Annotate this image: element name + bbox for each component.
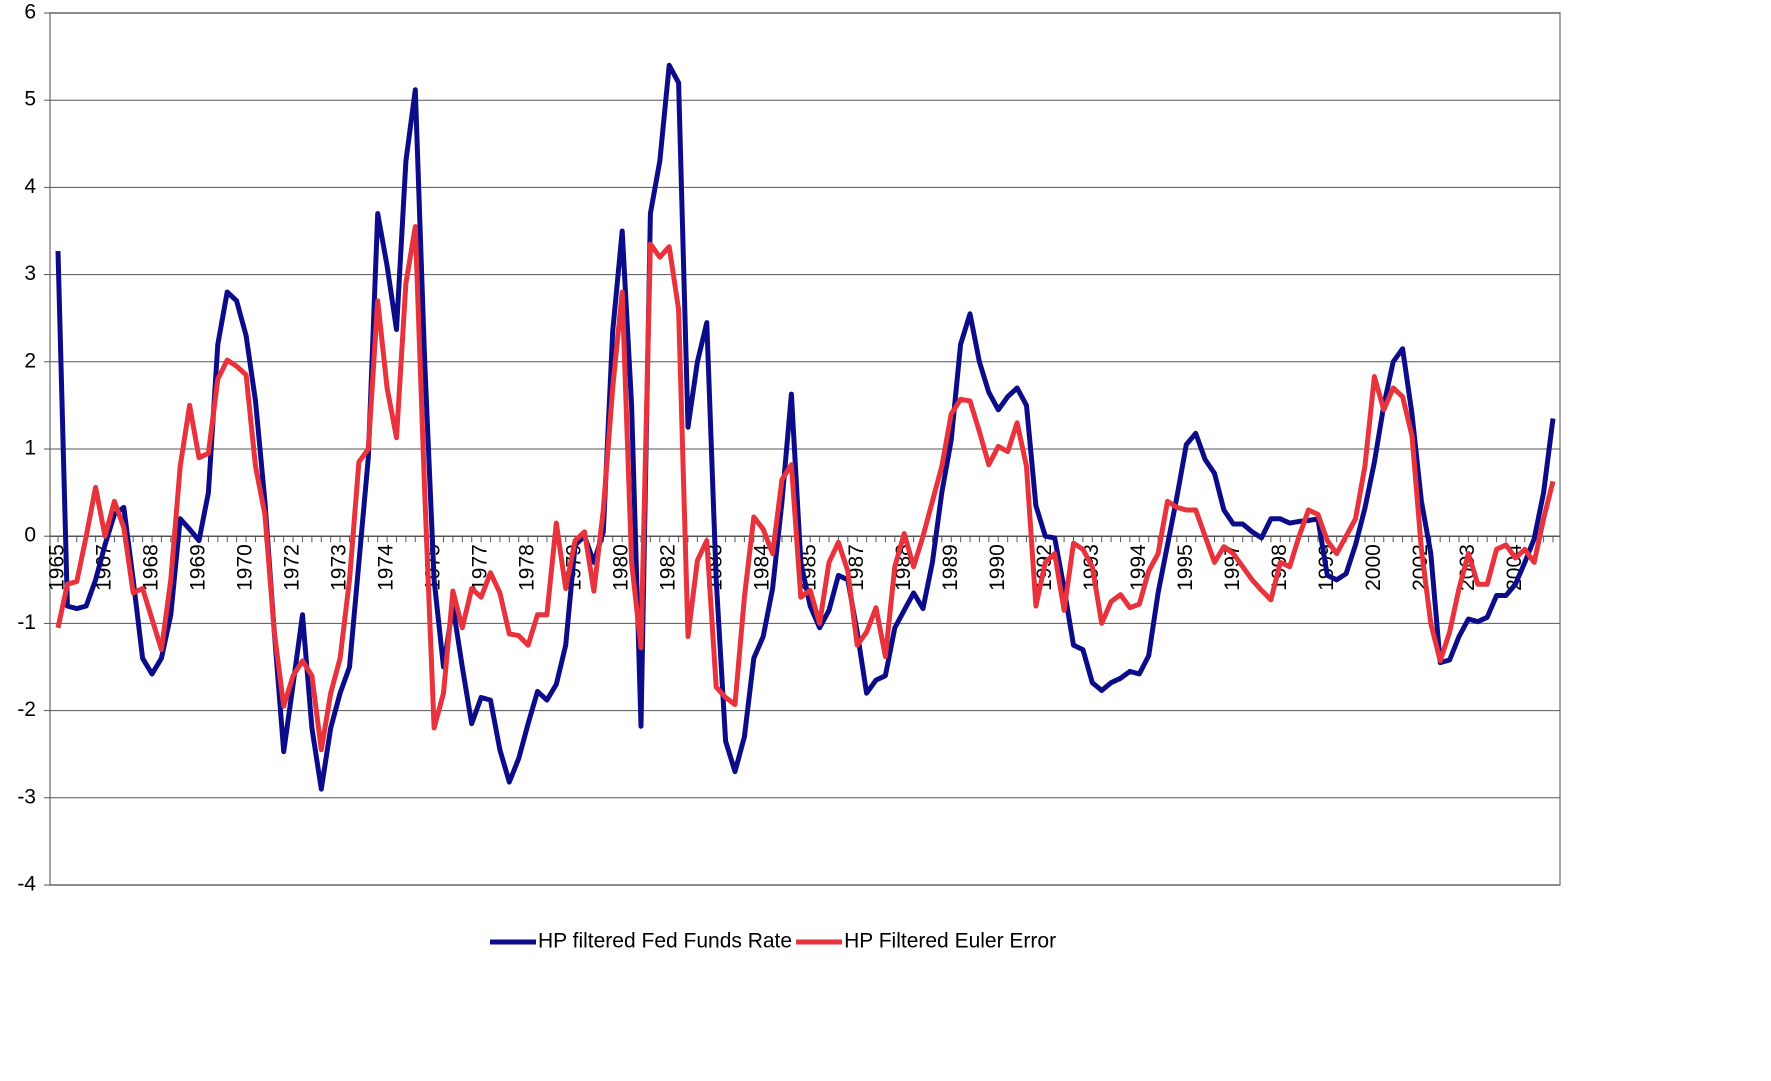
legend-label: HP Filtered Euler Error [844, 930, 1056, 953]
x-tick-label: 1970 [234, 544, 257, 591]
x-tick-label: 1982 [657, 544, 680, 591]
y-tick-label: -4 [17, 873, 36, 896]
x-tick-label: 1965 [46, 544, 69, 591]
y-tick-label: -3 [17, 785, 36, 808]
y-tick-label: 4 [24, 175, 36, 198]
legend-label: HP filtered Fed Funds Rate [538, 930, 792, 953]
x-tick-label: 1968 [140, 544, 163, 591]
x-tick-label: 1984 [751, 544, 774, 591]
y-tick-label: 2 [24, 349, 36, 372]
y-tick-label: 3 [24, 262, 36, 285]
x-tick-label: 2000 [1362, 544, 1385, 591]
y-tick-label: -1 [17, 611, 36, 634]
x-tick-label: 1973 [328, 544, 351, 591]
y-tick-label: 6 [24, 1, 36, 24]
y-tick-label: 5 [24, 88, 36, 111]
x-tick-label: 1978 [516, 544, 539, 591]
series-line [55, 224, 1556, 753]
x-tick-label: 1989 [939, 544, 962, 591]
y-tick-label: 0 [24, 524, 36, 547]
x-tick-label: 1980 [610, 544, 633, 591]
x-tick-label: 1995 [1174, 544, 1197, 591]
x-tick-label: 1990 [986, 544, 1009, 591]
y-tick-label: -2 [17, 698, 36, 721]
x-tick-label: 1997 [1221, 544, 1244, 591]
x-tick-label: 1969 [187, 544, 210, 591]
x-tick-label: 1972 [281, 544, 304, 591]
y-tick-label: 1 [24, 437, 36, 460]
x-tick-label: 1974 [375, 544, 398, 591]
